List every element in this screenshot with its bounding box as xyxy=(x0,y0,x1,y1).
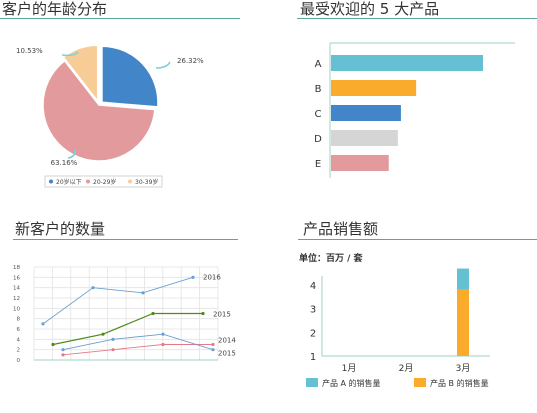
pie-legend-swatch-1 xyxy=(49,179,53,184)
line-ytick-label: 18 xyxy=(13,265,20,271)
line-point-2 xyxy=(51,342,55,347)
top5-chart-title: 最受欢迎的 5 大产品 xyxy=(300,0,440,18)
line-ytick-label: 0 xyxy=(17,358,21,364)
line-series-label-2: 2015 xyxy=(213,311,231,319)
sales-legend-label-1: 产品 A 的销售量 xyxy=(322,378,381,388)
sales-ytick-label: 2 xyxy=(310,328,316,339)
pie-slice-2 xyxy=(42,59,156,162)
pie-leader-line-1 xyxy=(155,61,171,69)
top5-category-label-B: B xyxy=(315,84,322,95)
sales-bar-a-3 xyxy=(457,268,469,290)
line-series-4 xyxy=(62,333,214,351)
pie-value-label-3: 10.53% xyxy=(16,47,43,55)
pie-value-label-1: 26.32% xyxy=(177,57,204,65)
line-point-3 xyxy=(111,348,115,352)
pie-leader-line-2 xyxy=(67,149,76,159)
pie-legend-swatch-2 xyxy=(86,179,90,184)
line-point-3 xyxy=(161,342,165,347)
line-series-label-1: 2016 xyxy=(203,273,221,281)
top5-bar-B xyxy=(331,80,417,96)
line-point-1 xyxy=(41,322,45,326)
line-series-label-3: 2014 xyxy=(218,337,236,345)
line-series-1 xyxy=(42,276,194,325)
line-point-4 xyxy=(161,332,165,336)
top5-bar-C xyxy=(331,105,401,121)
line-series-3 xyxy=(62,344,213,356)
line-point-4 xyxy=(61,348,65,352)
line-point-3 xyxy=(61,353,65,357)
top5-bar-A xyxy=(331,55,483,71)
sales-legend-swatch-1 xyxy=(306,378,318,387)
line-point-4 xyxy=(111,337,115,341)
top5-category-label-D: D xyxy=(314,134,322,145)
line-series-2 xyxy=(52,312,203,346)
line-ytick-label: 8 xyxy=(17,317,21,323)
sales-ytick-label: 1 xyxy=(310,352,316,363)
line-ytick-label: 6 xyxy=(17,327,21,333)
pie-legend-label-3: 30-39岁 xyxy=(135,178,158,186)
pie-leader-line-3 xyxy=(61,51,79,57)
line-ytick-label: 12 xyxy=(13,296,20,302)
line-ytick-label: 2 xyxy=(17,348,21,354)
pie-slice-3 xyxy=(62,44,99,104)
sales-category-label: 1月 xyxy=(342,363,357,374)
sales-unit-label: 单位：百万 / 套 xyxy=(299,254,363,264)
pie-legend-swatch-3 xyxy=(128,179,132,184)
pie-slice-1 xyxy=(101,45,159,108)
line-ytick-label: 16 xyxy=(13,275,20,281)
line-point-1 xyxy=(191,275,195,279)
line-series-label-4: 2015 xyxy=(218,350,236,358)
sales-ytick-label: 4 xyxy=(310,281,316,292)
sales-legend-label-2: 产品 B 的销售量 xyxy=(430,378,489,388)
line-point-1 xyxy=(141,291,145,295)
newcust-chart-title: 新客户的数量 xyxy=(15,220,106,238)
pie-value-label-2: 63.16% xyxy=(51,159,78,167)
line-point-3 xyxy=(211,342,215,347)
top5-category-label-C: C xyxy=(315,109,322,120)
pie-legend-label-1: 20岁以下 xyxy=(56,178,82,186)
sales-ytick-label: 3 xyxy=(310,305,316,316)
sales-title-rule xyxy=(298,239,537,240)
age-title-rule xyxy=(0,18,240,19)
sales-category-label: 2月 xyxy=(399,363,414,374)
line-point-1 xyxy=(91,286,95,290)
top5-title-rule xyxy=(297,18,537,19)
line-point-2 xyxy=(201,311,205,316)
line-ytick-label: 10 xyxy=(13,306,20,312)
age-chart-title: 客户的年龄分布 xyxy=(2,0,108,18)
line-ytick-label: 4 xyxy=(17,337,21,343)
line-point-4 xyxy=(211,348,215,352)
top5-bar-D xyxy=(331,130,398,146)
sales-category-label: 3月 xyxy=(456,363,471,374)
sales-legend-swatch-2 xyxy=(414,378,426,387)
sales-chart-title: 产品销售额 xyxy=(303,220,379,238)
newcust-title-rule xyxy=(13,239,238,240)
line-point-2 xyxy=(151,311,155,316)
pie-legend-label-2: 20-29岁 xyxy=(93,178,116,186)
line-point-2 xyxy=(101,332,105,336)
pie-legend-box xyxy=(44,175,163,188)
sales-bar-b-3 xyxy=(457,289,469,356)
top5-category-label-E: E xyxy=(315,159,321,170)
line-ytick-label: 14 xyxy=(13,286,20,292)
top5-bar-E xyxy=(331,155,389,171)
top5-category-label-A: A xyxy=(315,59,322,70)
